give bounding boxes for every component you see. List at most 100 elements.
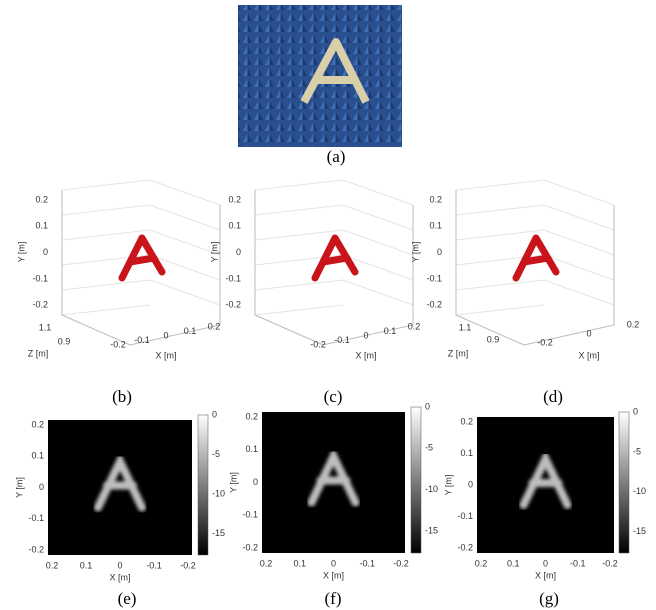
grid-line — [456, 280, 544, 290]
y-tick-label: 0.2 — [245, 411, 258, 421]
caption: (a) — [327, 147, 346, 166]
y-axis-label: Y [m] — [209, 242, 219, 263]
grid-line — [255, 280, 343, 290]
grid-line — [62, 230, 150, 240]
grid-line — [456, 180, 544, 190]
box — [255, 190, 413, 345]
y-tick-label: 0.2 — [35, 194, 48, 204]
y-tick-label: -0.2 — [225, 300, 241, 310]
y-tick-label: 0.1 — [429, 221, 442, 231]
x-tick-label: 0 — [543, 558, 548, 568]
y-tick-label: 0 — [253, 477, 258, 487]
x-tick-label: 0 — [117, 560, 122, 570]
x-tick-label: 0 — [586, 328, 591, 338]
x-tick-label: 0.2 — [208, 321, 221, 331]
y-tick-label: 0.1 — [31, 451, 44, 461]
colorbar-tick-label: -10 — [633, 486, 646, 496]
grid-line — [150, 180, 220, 205]
box — [456, 190, 614, 345]
grid-line — [62, 280, 150, 290]
x-tick-label: -0.2 — [393, 558, 409, 568]
grid-line — [456, 305, 544, 315]
x-tick-label: 0.1 — [507, 558, 520, 568]
grid-line — [343, 230, 413, 255]
x-tick-label: 0.2 — [260, 558, 273, 568]
x-tick-label: -0.2 — [537, 337, 553, 347]
y-tick-label: 0.1 — [228, 221, 241, 231]
x-axis-label: X [m] — [578, 350, 599, 360]
colorbar-tick-label: -10 — [425, 484, 438, 494]
y-tick-label: -0.1 — [457, 511, 473, 521]
caption: (d) — [543, 387, 563, 406]
x-axis-label: X [m] — [355, 350, 376, 360]
colorbar-tick-label: 0 — [425, 401, 430, 411]
grid-line — [150, 280, 220, 305]
figure: (a) 0.2 0.1 0 -0.1 -0.2 -0.2 -0.1 0 0.1 0.2 Y [m] X… — [0, 0, 656, 610]
colorbar — [198, 415, 208, 555]
caption: (c) — [324, 387, 343, 406]
grid-line — [343, 280, 413, 305]
grid-line — [544, 280, 614, 305]
z-axis-label: Z [m] — [448, 348, 469, 358]
colorbar-tick-label: -5 — [633, 446, 641, 456]
z-axis-label: Z [m] — [28, 348, 49, 358]
colorbar-tick-label: -5 — [425, 443, 433, 453]
colorbar-tick-label: -15 — [425, 525, 438, 535]
y-tick-label: -0.1 — [225, 273, 241, 283]
x-tick-label: -0.1 — [570, 558, 586, 568]
x-tick-label: 0 — [331, 558, 336, 568]
colorbar-tick-label: 0 — [633, 406, 638, 416]
grid-line — [255, 205, 343, 215]
colorbar-tick-label: 0 — [212, 409, 217, 419]
y-axis-label: Y [m] — [228, 472, 238, 493]
grid-line — [255, 180, 343, 190]
z-tick-label: 1.1 — [39, 322, 52, 332]
x-tick-label: -0.2 — [602, 558, 618, 568]
y-tick-label: 0.1 — [245, 444, 258, 454]
x-tick-label: 0.2 — [46, 560, 59, 570]
colorbar-tick-label: -5 — [212, 449, 220, 459]
x-tick-label: 0.1 — [384, 326, 397, 336]
caption: (f) — [325, 589, 342, 608]
grid-line — [62, 180, 150, 190]
x-tick-label: -0.1 — [359, 558, 375, 568]
x-axis-label: X [m] — [323, 570, 344, 580]
x-tick-label: -0.1 — [146, 560, 162, 570]
x-tick-label: 0 — [163, 330, 168, 340]
y-tick-label: -0.2 — [426, 300, 442, 310]
y-tick-label: -0.1 — [28, 513, 44, 523]
grid-line — [343, 205, 413, 230]
grid-line — [62, 205, 150, 215]
y-axis-label: Y [m] — [16, 242, 26, 263]
y-tick-label: 0.1 — [35, 221, 48, 231]
x-tick-label: -0.2 — [180, 560, 196, 570]
colorbar — [411, 407, 421, 553]
x-tick-label: -0.1 — [334, 335, 350, 345]
grid-line — [456, 205, 544, 215]
grid-line — [62, 305, 150, 315]
y-tick-label: 0.2 — [31, 419, 44, 429]
x-tick-label: 0.1 — [184, 326, 197, 336]
x-axis-label: X [m] — [155, 350, 176, 360]
z-tick-label: 0.9 — [487, 334, 500, 344]
colorbar-tick-label: -15 — [212, 528, 225, 538]
grid-line — [255, 230, 343, 240]
y-tick-label: 0.2 — [228, 194, 241, 204]
y-axis-label: Y [m] — [443, 475, 453, 496]
x-axis-label: X [m] — [535, 570, 556, 580]
y-tick-label: -0.2 — [457, 542, 473, 552]
y-tick-label: -0.1 — [426, 273, 442, 283]
x-tick-label: 0.2 — [475, 558, 488, 568]
x-tick-label: 0.1 — [80, 560, 93, 570]
x-tick-label: 0.2 — [627, 319, 640, 329]
colorbar — [619, 412, 629, 553]
caption: (g) — [539, 589, 559, 608]
y-tick-label: 0.2 — [429, 194, 442, 204]
colorbar-tick-label: -15 — [633, 526, 646, 536]
grid-line — [255, 305, 343, 315]
y-axis-label: Y [m] — [410, 242, 420, 263]
x-axis-label: X [m] — [109, 572, 130, 582]
y-tick-label: -0.2 — [32, 300, 48, 310]
grid-line — [544, 205, 614, 230]
box — [62, 190, 220, 345]
